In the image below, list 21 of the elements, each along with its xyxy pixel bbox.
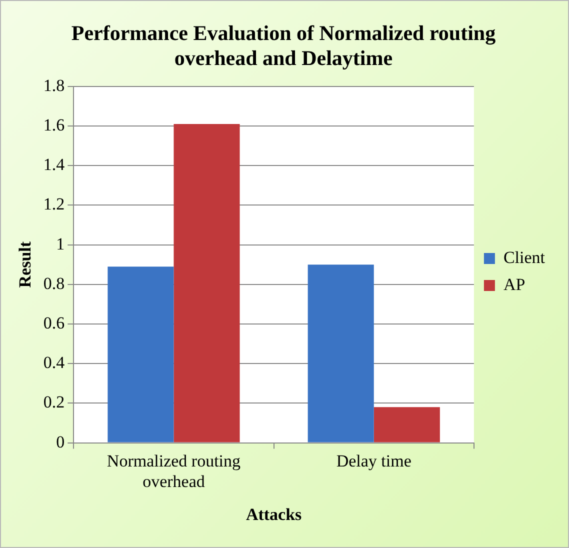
- x-tick-label: Normalized routing overhead: [106, 451, 242, 491]
- bar: [308, 264, 374, 442]
- x-tick-label: Delay time: [336, 451, 412, 470]
- y-tick-label: 0.2: [43, 392, 65, 412]
- y-tick-label: 1.6: [43, 115, 65, 134]
- y-tick-label: 1.2: [43, 194, 65, 214]
- y-tick-label: 1.8: [43, 76, 65, 95]
- y-axis-title: Result: [16, 241, 35, 288]
- bar: [374, 407, 440, 442]
- y-tick-label: 0: [56, 432, 65, 452]
- bar: [174, 124, 240, 442]
- chart-title: Performance Evaluation of Normalized routing overhead and Delaytime: [71, 21, 496, 70]
- x-axis-title: Attacks: [246, 505, 302, 524]
- bar: [108, 266, 174, 442]
- legend-label: AP: [503, 274, 526, 294]
- legend-label: Client: [503, 248, 546, 267]
- y-tick-label: 1: [56, 234, 65, 254]
- y-tick-label: 0.4: [43, 353, 66, 372]
- y-tick-label: 0.8: [43, 274, 65, 293]
- y-tick-label: 1.4: [43, 155, 66, 174]
- y-tick-label: 0.6: [43, 313, 65, 332]
